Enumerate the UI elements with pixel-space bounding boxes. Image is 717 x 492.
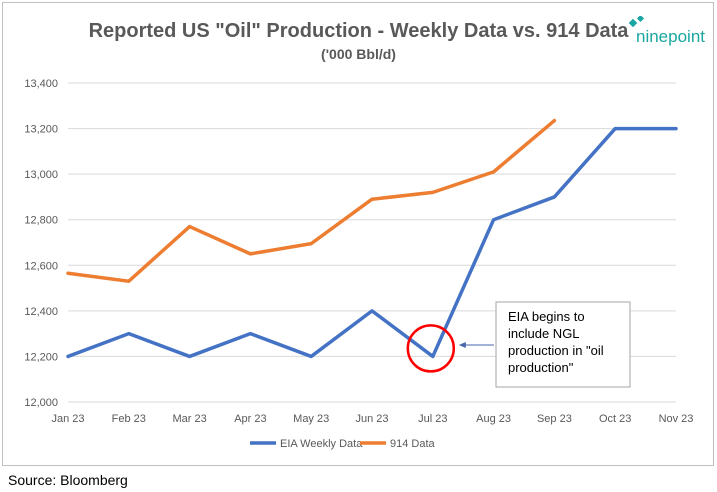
y-tick-label: 12,600	[24, 260, 58, 272]
x-tick-label: Feb 23	[112, 413, 146, 425]
legend: EIA Weekly Data 914 Data	[250, 438, 436, 450]
y-axis-ticks: 12,000 12,200 12,400 12,600 12,800 13,000 13,2…	[24, 78, 58, 409]
x-tick-label: Apr 23	[234, 413, 266, 425]
x-tick-label: Oct 23	[599, 413, 631, 425]
x-tick-label: Jun 23	[355, 413, 388, 425]
x-tick-label: May 23	[293, 413, 329, 425]
source-note: Source: Bloomberg	[8, 472, 128, 488]
series-line-914	[66, 118, 557, 283]
y-tick-label: 12,000	[24, 397, 58, 409]
ninepoint-logo: ninepoint	[628, 16, 705, 46]
legend-label: EIA Weekly Data	[280, 438, 363, 450]
series-lines	[66, 118, 678, 359]
chart-subtitle: ('000 Bbl/d)	[321, 46, 396, 62]
annotation-text-line: include NGL	[508, 326, 580, 341]
y-tick-label: 13,000	[24, 169, 58, 181]
x-tick-label: Aug 23	[476, 413, 511, 425]
y-tick-label: 13,200	[24, 124, 58, 136]
y-tick-label: 12,200	[24, 351, 58, 363]
y-tick-label: 13,400	[24, 78, 58, 90]
annotation-text-line: production"	[508, 360, 574, 375]
y-tick-label: 12,400	[24, 306, 58, 318]
x-tick-label: Jan 23	[51, 413, 84, 425]
logo-text: ninepoint	[636, 27, 705, 46]
annotation-text-line: EIA begins to	[508, 309, 585, 324]
annotation-arrowhead	[458, 342, 466, 348]
chart-frame	[2, 2, 714, 466]
legend-label: 914 Data	[390, 438, 436, 450]
series-line-eia-weekly	[66, 126, 678, 359]
x-tick-label: Mar 23	[172, 413, 206, 425]
x-axis-ticks: Jan 23 Feb 23 Mar 23 Apr 23 May 23 Jun 23 Jul …	[51, 413, 693, 425]
highlight-circle	[406, 324, 456, 373]
x-tick-label: Nov 23	[659, 413, 694, 425]
annotation-box	[495, 301, 631, 388]
annotation-group: EIA begins to include NGL production in "o…	[406, 301, 631, 388]
annotation-text-line: production in "oil	[508, 343, 604, 358]
chart-title: Reported US "Oil" Production - Weekly Da…	[88, 20, 629, 42]
x-tick-label: Jul 23	[418, 413, 447, 425]
y-tick-label: 12,800	[24, 215, 58, 227]
x-tick-label: Sep 23	[537, 413, 572, 425]
